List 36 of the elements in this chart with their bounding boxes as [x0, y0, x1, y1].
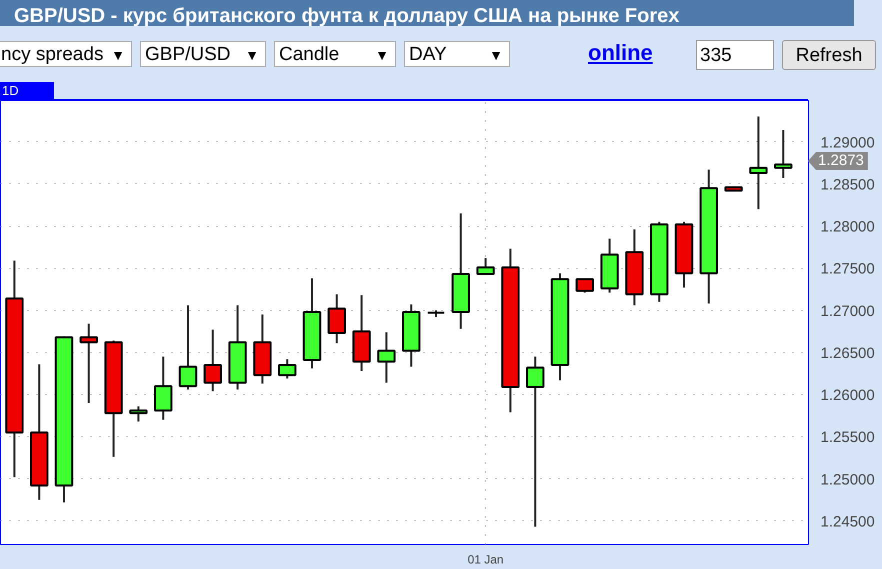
candlestick: [204, 328, 222, 392]
text: ▼: [245, 46, 259, 65]
candlestick: [774, 128, 792, 180]
text: ▼: [489, 46, 503, 65]
candlestick: [576, 278, 594, 294]
candlestick: [80, 322, 98, 404]
candlestick: [377, 331, 396, 384]
y-tick-label: 1.25500: [820, 429, 875, 446]
text: DAY: [409, 44, 447, 65]
y-tick-label: 1.26000: [820, 387, 875, 404]
y-tick-label: 1.28000: [820, 218, 875, 236]
x-tick-label: 01 Jan: [468, 552, 504, 566]
text: online: [588, 40, 653, 66]
text: ▼: [111, 46, 125, 65]
y-tick-label: 1.28500: [820, 176, 875, 194]
y-tick-label: 1.29000: [820, 134, 875, 152]
candlestick: [178, 304, 198, 390]
text: ncy spreads: [1, 44, 104, 65]
y-tick-label: 1.27000: [820, 302, 875, 320]
text: 335: [696, 40, 774, 70]
text: Candle: [279, 44, 340, 65]
text: ▼: [375, 46, 389, 65]
text: 1D: [0, 82, 54, 100]
candlestick: [129, 405, 148, 422]
text: 1.2873: [808, 152, 868, 170]
y-tick-label: 1.25000: [820, 471, 875, 488]
text: GBP/USD: [145, 44, 231, 65]
text: Refresh: [782, 40, 876, 70]
candlestick: [749, 116, 768, 210]
candlestick: [526, 356, 544, 528]
chart-title: GBP/USD - курс британского фунта к доллару США на рынке Forex: [0, 0, 854, 27]
y-tick-label: 1.24500: [820, 513, 875, 530]
candlestick: [278, 358, 296, 380]
y-tick-label: 1.27500: [820, 260, 875, 278]
candlestick: [476, 257, 495, 276]
y-tick-label: 1.26500: [820, 344, 875, 362]
